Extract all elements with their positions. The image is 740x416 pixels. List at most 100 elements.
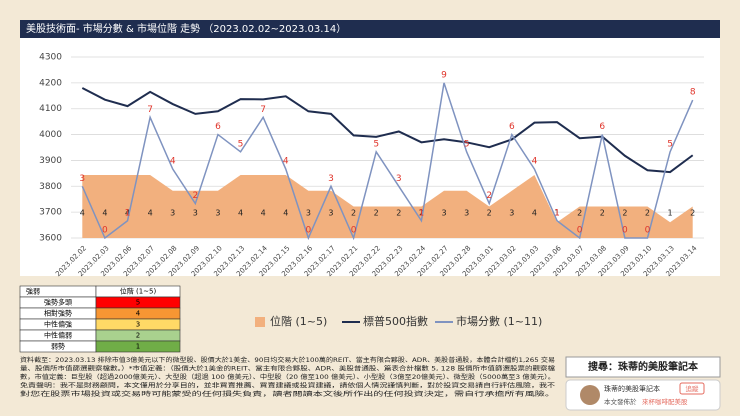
published-link[interactable]: 來杯咖啡配美股 (642, 397, 688, 406)
y-tick-label: 3700 (39, 208, 62, 218)
data-label: 3 (509, 209, 514, 218)
footer: 資料截至：2023.03.13 排除市值3億美元以下的微型股、股價大於1美金、9… (20, 356, 555, 398)
footer-line: 資料截至：2023.03.13 排除市值3億美元以下的微型股、股價大於1美金、9… (20, 356, 555, 364)
data-label: 0 (102, 226, 108, 236)
search-text: 搜尋：珠蒂的美股筆記本 (588, 360, 699, 373)
data-label: 4 (532, 209, 537, 218)
table-text: 中性偏強 (44, 320, 72, 329)
line (81, 87, 694, 174)
data-label: 3 (215, 209, 220, 218)
data-label: 7 (260, 105, 266, 115)
table-header: 強弱 (26, 288, 40, 296)
data-label: 2 (622, 209, 627, 218)
data-label: 2 (486, 191, 492, 201)
table-text: 1 (136, 343, 140, 351)
table-text: 4 (136, 310, 141, 318)
table-text: 3 (136, 321, 140, 329)
data-label: 4 (125, 209, 130, 218)
table-text: 強勢多頭 (44, 298, 72, 307)
y-tick-label: 4100 (39, 104, 62, 114)
footer-line: 對您在股票市場投資或交易時可能蒙受的任何損失負責，讀者閱讀本文後所作出的任何投資… (20, 390, 555, 398)
data-label: 0 (622, 226, 628, 236)
y-tick-label: 3800 (39, 182, 62, 192)
legend-label: 市場分數 (1~11) (456, 314, 542, 328)
data-label: 3 (464, 209, 469, 218)
title: 美股技術面- 市場分數 & 市場位階 走勢 （2023.02.02~2023.0… (26, 22, 346, 35)
data-label: 4 (102, 209, 107, 218)
data-label: 3 (328, 174, 334, 184)
data-label: 0 (577, 226, 583, 236)
data-label: 8 (690, 88, 696, 98)
area (82, 175, 693, 238)
search-box (565, 356, 721, 378)
data-label: 0 (645, 226, 651, 236)
data-label: 3 (328, 209, 333, 218)
data-label: 4 (532, 157, 538, 167)
data-label: 1 (419, 208, 425, 218)
data-label: 2 (374, 209, 379, 218)
data-label: 3 (441, 209, 446, 218)
footer-line: 量、股價所市值篩選觀察檔數。）*市值定義：（股價大於1美金的REIT、當主有限合… (20, 365, 555, 373)
data-label: 1 (125, 208, 131, 218)
card-name: 珠蒂的美股筆記本 (604, 384, 660, 393)
data-label: 1 (668, 209, 673, 218)
footer-line: 免責聲明：我不是財務顧問，本文僅用於分享目的，並非買賣推薦、買賣建議或投資建議，… (20, 382, 555, 390)
y-tick-label: 4200 (39, 78, 62, 88)
table-cell (95, 340, 181, 353)
data-label: 0 (351, 226, 357, 236)
data-label: 4 (261, 209, 266, 218)
data-label: 0 (306, 226, 312, 236)
footer-line: 數，市值定義：巨型股（超過2000億美元）、大型股（超過 100 億美元）、中型… (20, 373, 555, 381)
data-label: 3 (396, 174, 402, 184)
level-table: 強弱 位階 (1~5) 強勢多頭 5 相對強勢 4 中性偏強 3 中性偏弱 2 弱勢 1 (19, 285, 181, 353)
published-prefix: 本文發佈於 (604, 397, 637, 406)
data-label: 5 (373, 139, 379, 149)
data-label: 1 (554, 208, 560, 218)
table-text: 2 (136, 332, 140, 340)
table-text: 中性偏弱 (44, 331, 72, 340)
y-tick-label: 3900 (39, 156, 62, 166)
data-label: 6 (215, 122, 221, 132)
data-label: 2 (192, 191, 198, 201)
y-tick-label: 3600 (39, 234, 62, 244)
legend-label: 標普500指數 (363, 314, 428, 328)
table-header: 位階 (1~5) (120, 287, 157, 296)
table-text: 相對強勢 (44, 309, 72, 318)
title-bar (20, 20, 720, 38)
data-label: 5 (238, 139, 244, 149)
data-label: 3 (79, 174, 85, 184)
data-label: 3 (193, 209, 198, 218)
data-label: 7 (147, 105, 153, 115)
legend-label: 位階 (1~5) (270, 314, 327, 328)
legend-swatch (255, 317, 265, 327)
data-label: 6 (509, 122, 515, 132)
data-label: 3 (170, 209, 175, 218)
data-label: 2 (600, 209, 605, 218)
data-label: 2 (396, 209, 401, 218)
data-label: 9 (441, 70, 447, 80)
follow-button[interactable] (679, 382, 705, 395)
data-label: 4 (283, 157, 289, 167)
data-label: 2 (577, 209, 582, 218)
data-label: 2 (487, 209, 492, 218)
data-label: 2 (645, 209, 650, 218)
chart-area (20, 38, 720, 276)
data-label: 4 (283, 209, 288, 218)
data-label: 2 (419, 209, 424, 218)
data-label: 6 (599, 122, 605, 132)
data-label: 5 (667, 139, 673, 149)
avatar (580, 385, 600, 405)
data-label: 4 (170, 157, 176, 167)
line (81, 82, 694, 241)
data-label: 5 (464, 139, 470, 149)
table-text: 弱勢 (51, 342, 65, 351)
follow-text[interactable]: 追蹤 (686, 384, 700, 393)
table-text: 5 (136, 299, 140, 307)
data-label: 2 (351, 209, 356, 218)
data-label: 4 (80, 209, 85, 218)
data-label: 4 (148, 209, 153, 218)
data-label: 3 (306, 209, 311, 218)
y-tick-label: 4300 (39, 53, 62, 63)
data-label: 4 (238, 209, 243, 218)
